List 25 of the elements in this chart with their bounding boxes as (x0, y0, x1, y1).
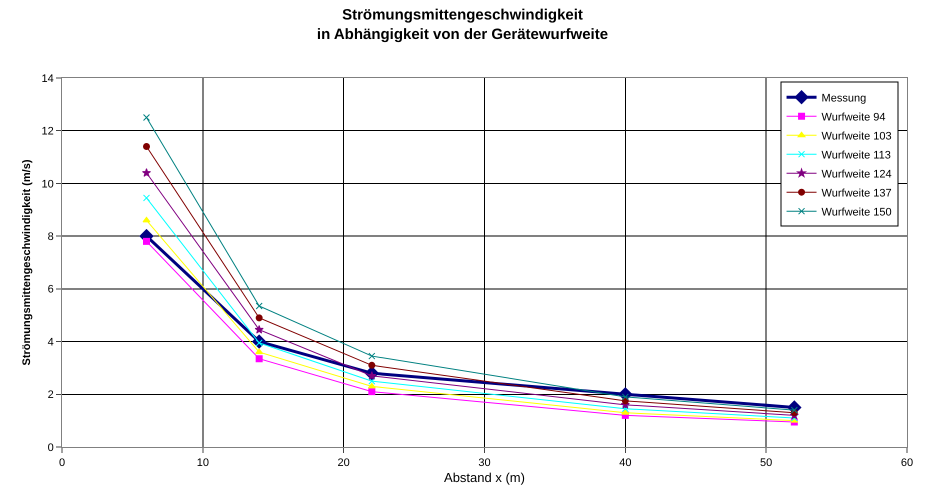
y-tick-label: 8 (48, 230, 54, 243)
chart-title: Strömungsmittengeschwindigkeit in Abhängigkeit von der Gerätewurfweite (316, 6, 608, 43)
y-tick-label: 2 (48, 389, 54, 402)
x-tick-label: 10 (196, 457, 209, 470)
legend-label: Wurfweite 103 (822, 130, 892, 142)
x-tick-label: 20 (338, 457, 350, 470)
x-tick-label: 0 (58, 457, 66, 470)
legend-label: Wurfweite 113 (822, 149, 891, 162)
y-tick-label: 4 (48, 336, 54, 348)
y-tick-label: 0 (48, 442, 54, 454)
x-tick-label: 30 (478, 457, 491, 470)
y-axis-title: Strömungsmittengeschwindigkeit (m/s) (21, 159, 34, 366)
legend-label: Wurfweite 137 (822, 187, 892, 200)
legend-label: Wurfweite 124 (822, 168, 892, 180)
legend-label: Wurfweite 150 (822, 206, 892, 218)
y-tick-label: 10 (42, 178, 54, 190)
x-tick-label: 40 (619, 457, 632, 470)
x-axis-title: Abstand x (m) (444, 470, 525, 485)
y-tick-label: 14 (42, 72, 54, 85)
y-tick-label: 12 (42, 126, 54, 138)
x-tick-label: 60 (900, 457, 914, 470)
legend-label: Messung (822, 92, 866, 104)
legend-label: Wurfweite 94 (822, 111, 886, 124)
y-tick-label: 6 (48, 284, 54, 296)
x-tick-label: 50 (760, 457, 772, 470)
